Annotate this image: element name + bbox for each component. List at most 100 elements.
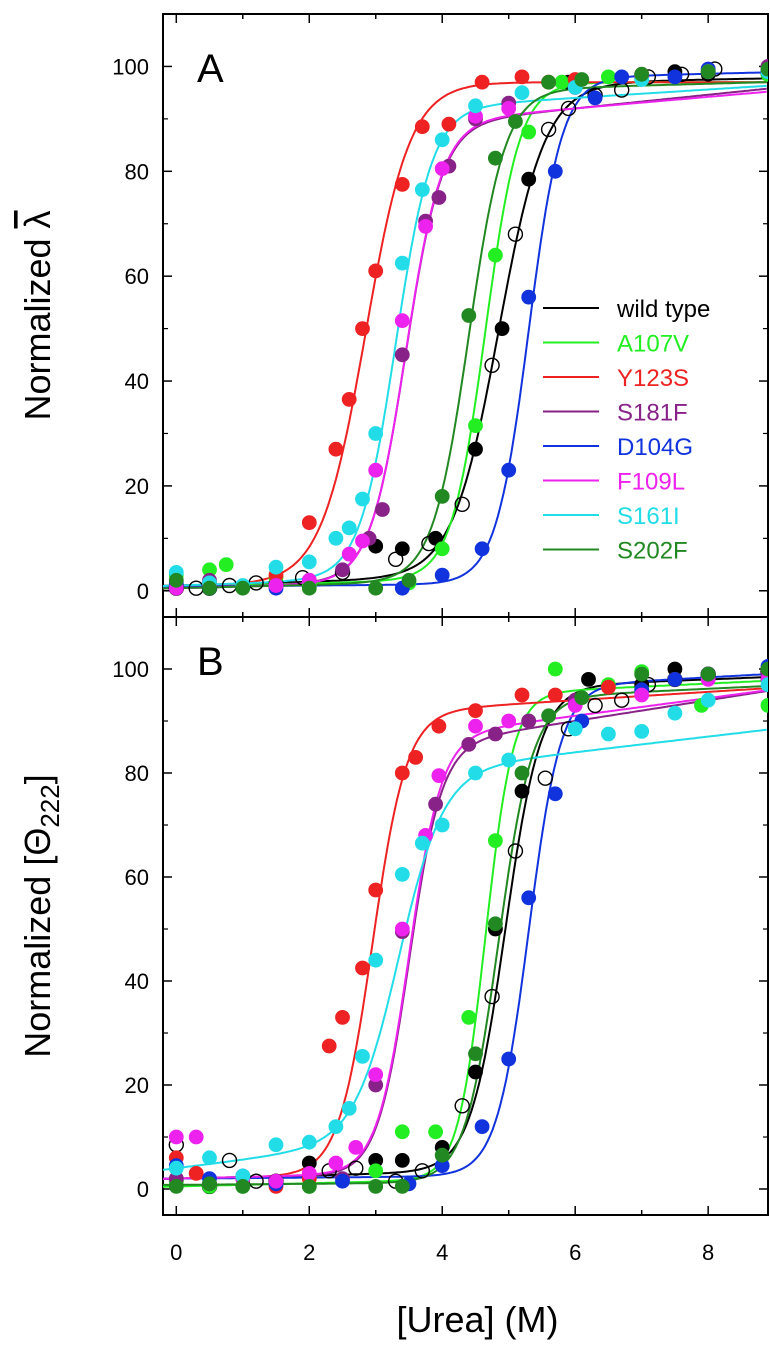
data-point [368, 1067, 384, 1082]
data-point [221, 1152, 238, 1169]
data-point [461, 1010, 477, 1025]
data-point [414, 119, 430, 135]
data-point [355, 960, 370, 976]
data-point [521, 171, 537, 187]
x-tick-label: 8 [702, 1240, 714, 1265]
data-point [574, 690, 590, 705]
data-point [348, 1160, 364, 1176]
data-point [431, 718, 447, 734]
y-axis-title-symbol: λ [17, 210, 58, 228]
data-point [341, 520, 357, 536]
data-point [554, 74, 570, 90]
data-point [667, 705, 683, 721]
panel-b: 0 20 40 60 80 100 B Normalized [Θ222] [17, 616, 769, 1216]
y-axis-title-subscript: 222 [35, 784, 65, 827]
data-point [514, 687, 530, 703]
x-tick-label: 4 [436, 1240, 448, 1265]
x-tick-labels: 0 2 4 6 8 [170, 1240, 714, 1265]
data-point [394, 765, 410, 781]
data-point [507, 226, 524, 242]
fit-curve [163, 81, 767, 588]
data-point [501, 752, 517, 768]
data-point [202, 580, 217, 596]
data-point [431, 190, 447, 205]
fit-curve [163, 81, 767, 590]
data-point [454, 496, 470, 512]
data-point [328, 1155, 344, 1171]
data-point [328, 441, 344, 457]
panel-label: B [197, 640, 224, 684]
data-point [368, 462, 384, 478]
fit-curve [163, 673, 767, 1180]
y-tick-label: 80 [125, 159, 149, 184]
data-point [394, 313, 410, 329]
fit-curve [163, 685, 767, 1186]
data-point [388, 551, 404, 567]
data-point [368, 263, 384, 279]
data-point [418, 218, 434, 234]
data-point [394, 255, 410, 271]
data-point [301, 1134, 317, 1150]
data-point [700, 692, 716, 708]
data-point [408, 750, 424, 765]
data-point [335, 1173, 350, 1189]
legend-label: D104G [617, 434, 693, 461]
data-point [474, 541, 490, 557]
data-point [700, 64, 716, 80]
y-tick-label: 0 [137, 1177, 149, 1202]
data-point [487, 247, 503, 263]
data-point [394, 176, 410, 192]
y-tick-label: 20 [125, 1073, 149, 1098]
data-point [348, 1140, 364, 1155]
data-point [321, 1038, 337, 1054]
data-point [341, 391, 357, 407]
data-point [541, 708, 556, 724]
y-tick-label: 0 [137, 579, 149, 604]
fit-curve [163, 690, 767, 1180]
y-tick-label: 100 [112, 54, 149, 79]
fit-curve [163, 679, 767, 1188]
y-axis-title: Normalized λ [17, 210, 58, 420]
y-tick-label: 60 [125, 865, 149, 890]
y-axis-title-end: ] [17, 774, 58, 784]
data-point [421, 535, 437, 552]
data-point [541, 74, 556, 90]
data-point [328, 530, 344, 546]
data-point [537, 770, 553, 786]
data-point [468, 703, 483, 718]
data-point [461, 737, 477, 752]
data-point [335, 562, 350, 578]
data-point [301, 580, 317, 596]
y-tick-label: 80 [125, 761, 149, 786]
data-point [188, 1166, 204, 1181]
data-point [487, 916, 503, 932]
data-point [168, 1129, 184, 1145]
data-point [574, 72, 590, 87]
data-point [414, 1163, 430, 1179]
data-point [301, 554, 317, 570]
data-point [188, 1129, 204, 1145]
legend-label: S181F [617, 400, 688, 427]
data-point [760, 61, 768, 77]
data-point [700, 666, 716, 682]
data-point [521, 124, 537, 140]
data-point [501, 1051, 517, 1067]
data-point [547, 661, 563, 677]
data-point [394, 1124, 410, 1140]
data-point [601, 726, 616, 742]
data-point [454, 1098, 470, 1114]
data-point [487, 833, 503, 848]
data-point [567, 721, 583, 737]
data-point [428, 796, 444, 812]
data-point [434, 132, 450, 148]
data-point [328, 1119, 344, 1134]
data-point [414, 835, 430, 851]
data-point [468, 1046, 483, 1062]
data-point [501, 713, 517, 729]
data-point [355, 1049, 370, 1064]
data-point [461, 308, 477, 323]
x-tick-label: 6 [569, 1240, 581, 1265]
data-points [168, 59, 768, 596]
plot-frame [162, 616, 769, 1216]
legend: wild type A107V Y123S S181F D104G F109L S161I S… [543, 296, 710, 565]
